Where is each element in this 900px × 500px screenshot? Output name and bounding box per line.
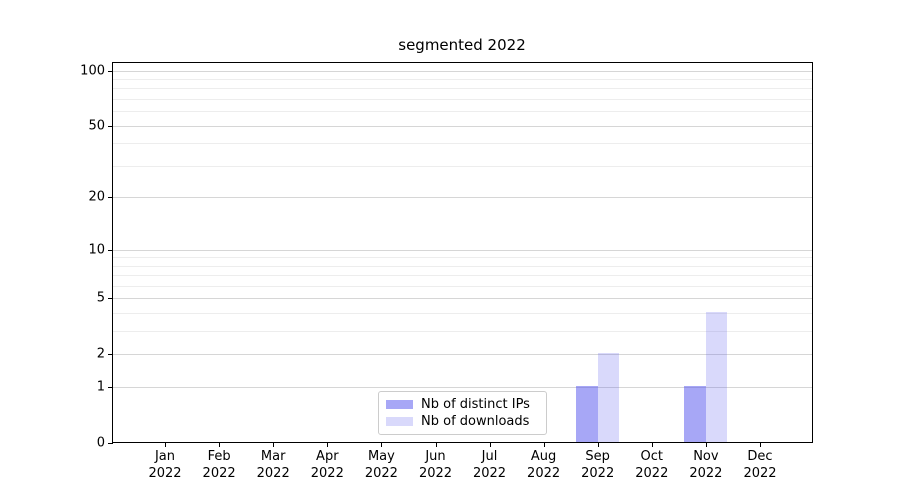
y-tick-mark-1: [108, 387, 113, 389]
minor-gridline-30: [113, 165, 812, 167]
x-tick-mark-sep: [597, 443, 599, 447]
x-tick-mark-jul: [489, 443, 491, 447]
minor-gridline-70: [113, 99, 812, 101]
minor-gridline-6: [113, 286, 812, 287]
legend-item-downloads: Nb of downloads: [386, 413, 538, 430]
y-tick-mark-0: [108, 443, 113, 444]
y-tick-label-10: 10: [88, 242, 105, 257]
x-tick-mark-oct: [651, 443, 653, 447]
chart-title: segmented 2022: [398, 36, 526, 54]
x-tick-label-dec-2022: Dec 2022: [743, 449, 777, 481]
legend: Nb of distinct IPs Nb of downloads: [378, 391, 547, 435]
x-tick-mark-feb: [219, 443, 221, 447]
y-tick-mark-5: [108, 298, 113, 300]
x-tick-label-sep-2022: Sep 2022: [581, 449, 615, 481]
x-tick-label-feb-2022: Feb 2022: [202, 449, 236, 481]
minor-gridline-4: [113, 313, 812, 315]
x-tick-label-oct-2022: Oct 2022: [635, 449, 669, 481]
y-tick-label-100: 100: [80, 63, 105, 79]
major-gridline-2: [113, 354, 812, 356]
x-tick-mark-apr: [327, 443, 329, 447]
y-tick-mark-50: [108, 125, 113, 127]
minor-gridline-3: [113, 331, 812, 333]
x-tick-label-apr-2022: Apr 2022: [310, 449, 344, 481]
legend-swatch-distinct-ips: [386, 400, 413, 409]
x-tick-mark-mar: [273, 443, 275, 447]
x-tick-mark-nov: [705, 443, 707, 447]
y-tick-mark-100: [108, 70, 113, 72]
y-tick-label-50: 50: [88, 118, 105, 134]
legend-item-distinct-ips: Nb of distinct IPs: [386, 396, 538, 413]
bar-distinct-ips-nov-2022: [684, 386, 706, 442]
x-tick-mark-may: [381, 443, 383, 447]
major-gridline-20: [113, 197, 812, 199]
minor-gridline-9: [113, 257, 812, 259]
legend-label-distinct-ips: Nb of distinct IPs: [421, 396, 530, 412]
bar-downloads-sep-2022: [597, 353, 620, 442]
bar-distinct-ips-sep-2022: [576, 386, 598, 442]
x-tick-label-jul-2022: Jul 2022: [472, 449, 507, 481]
minor-gridline-80: [113, 88, 812, 90]
plot-area: [112, 62, 813, 443]
y-tick-mark-2: [108, 354, 113, 356]
x-tick-mark-aug: [543, 443, 545, 447]
y-tick-label-2: 2: [96, 346, 105, 362]
bar-downloads-nov-2022: [705, 312, 728, 442]
major-gridline-100: [113, 70, 812, 72]
minor-gridline-90: [113, 79, 812, 80]
y-tick-mark-20: [108, 197, 113, 199]
major-gridline-50: [113, 125, 812, 127]
x-tick-mark-jun: [435, 443, 437, 447]
minor-gridline-40: [113, 143, 812, 145]
x-tick-label-mar-2022: Mar 2022: [256, 449, 290, 481]
y-tick-label-0: 0: [96, 435, 105, 451]
x-tick-label-aug-2022: Aug 2022: [527, 449, 561, 481]
legend-swatch-downloads: [386, 417, 413, 426]
minor-gridline-60: [113, 111, 812, 113]
y-tick-label-5: 5: [96, 290, 105, 306]
x-tick-label-may-2022: May 2022: [364, 449, 398, 481]
legend-label-downloads: Nb of downloads: [421, 413, 530, 429]
y-tick-mark-10: [108, 249, 113, 251]
minor-gridline-7: [113, 275, 812, 277]
major-gridline-5: [113, 298, 812, 300]
x-tick-mark-jan: [165, 443, 166, 447]
y-tick-label-1: 1: [96, 379, 105, 395]
minor-gridline-8: [113, 265, 812, 267]
x-tick-mark-dec: [760, 443, 761, 447]
x-tick-label-nov-2022: Nov 2022: [689, 449, 723, 481]
major-gridline-10: [113, 249, 812, 251]
y-tick-label-20: 20: [88, 189, 105, 205]
major-gridline-1: [113, 387, 812, 389]
x-tick-label-jan-2022: Jan 2022: [148, 449, 182, 481]
x-tick-label-jun-2022: Jun 2022: [418, 449, 453, 481]
